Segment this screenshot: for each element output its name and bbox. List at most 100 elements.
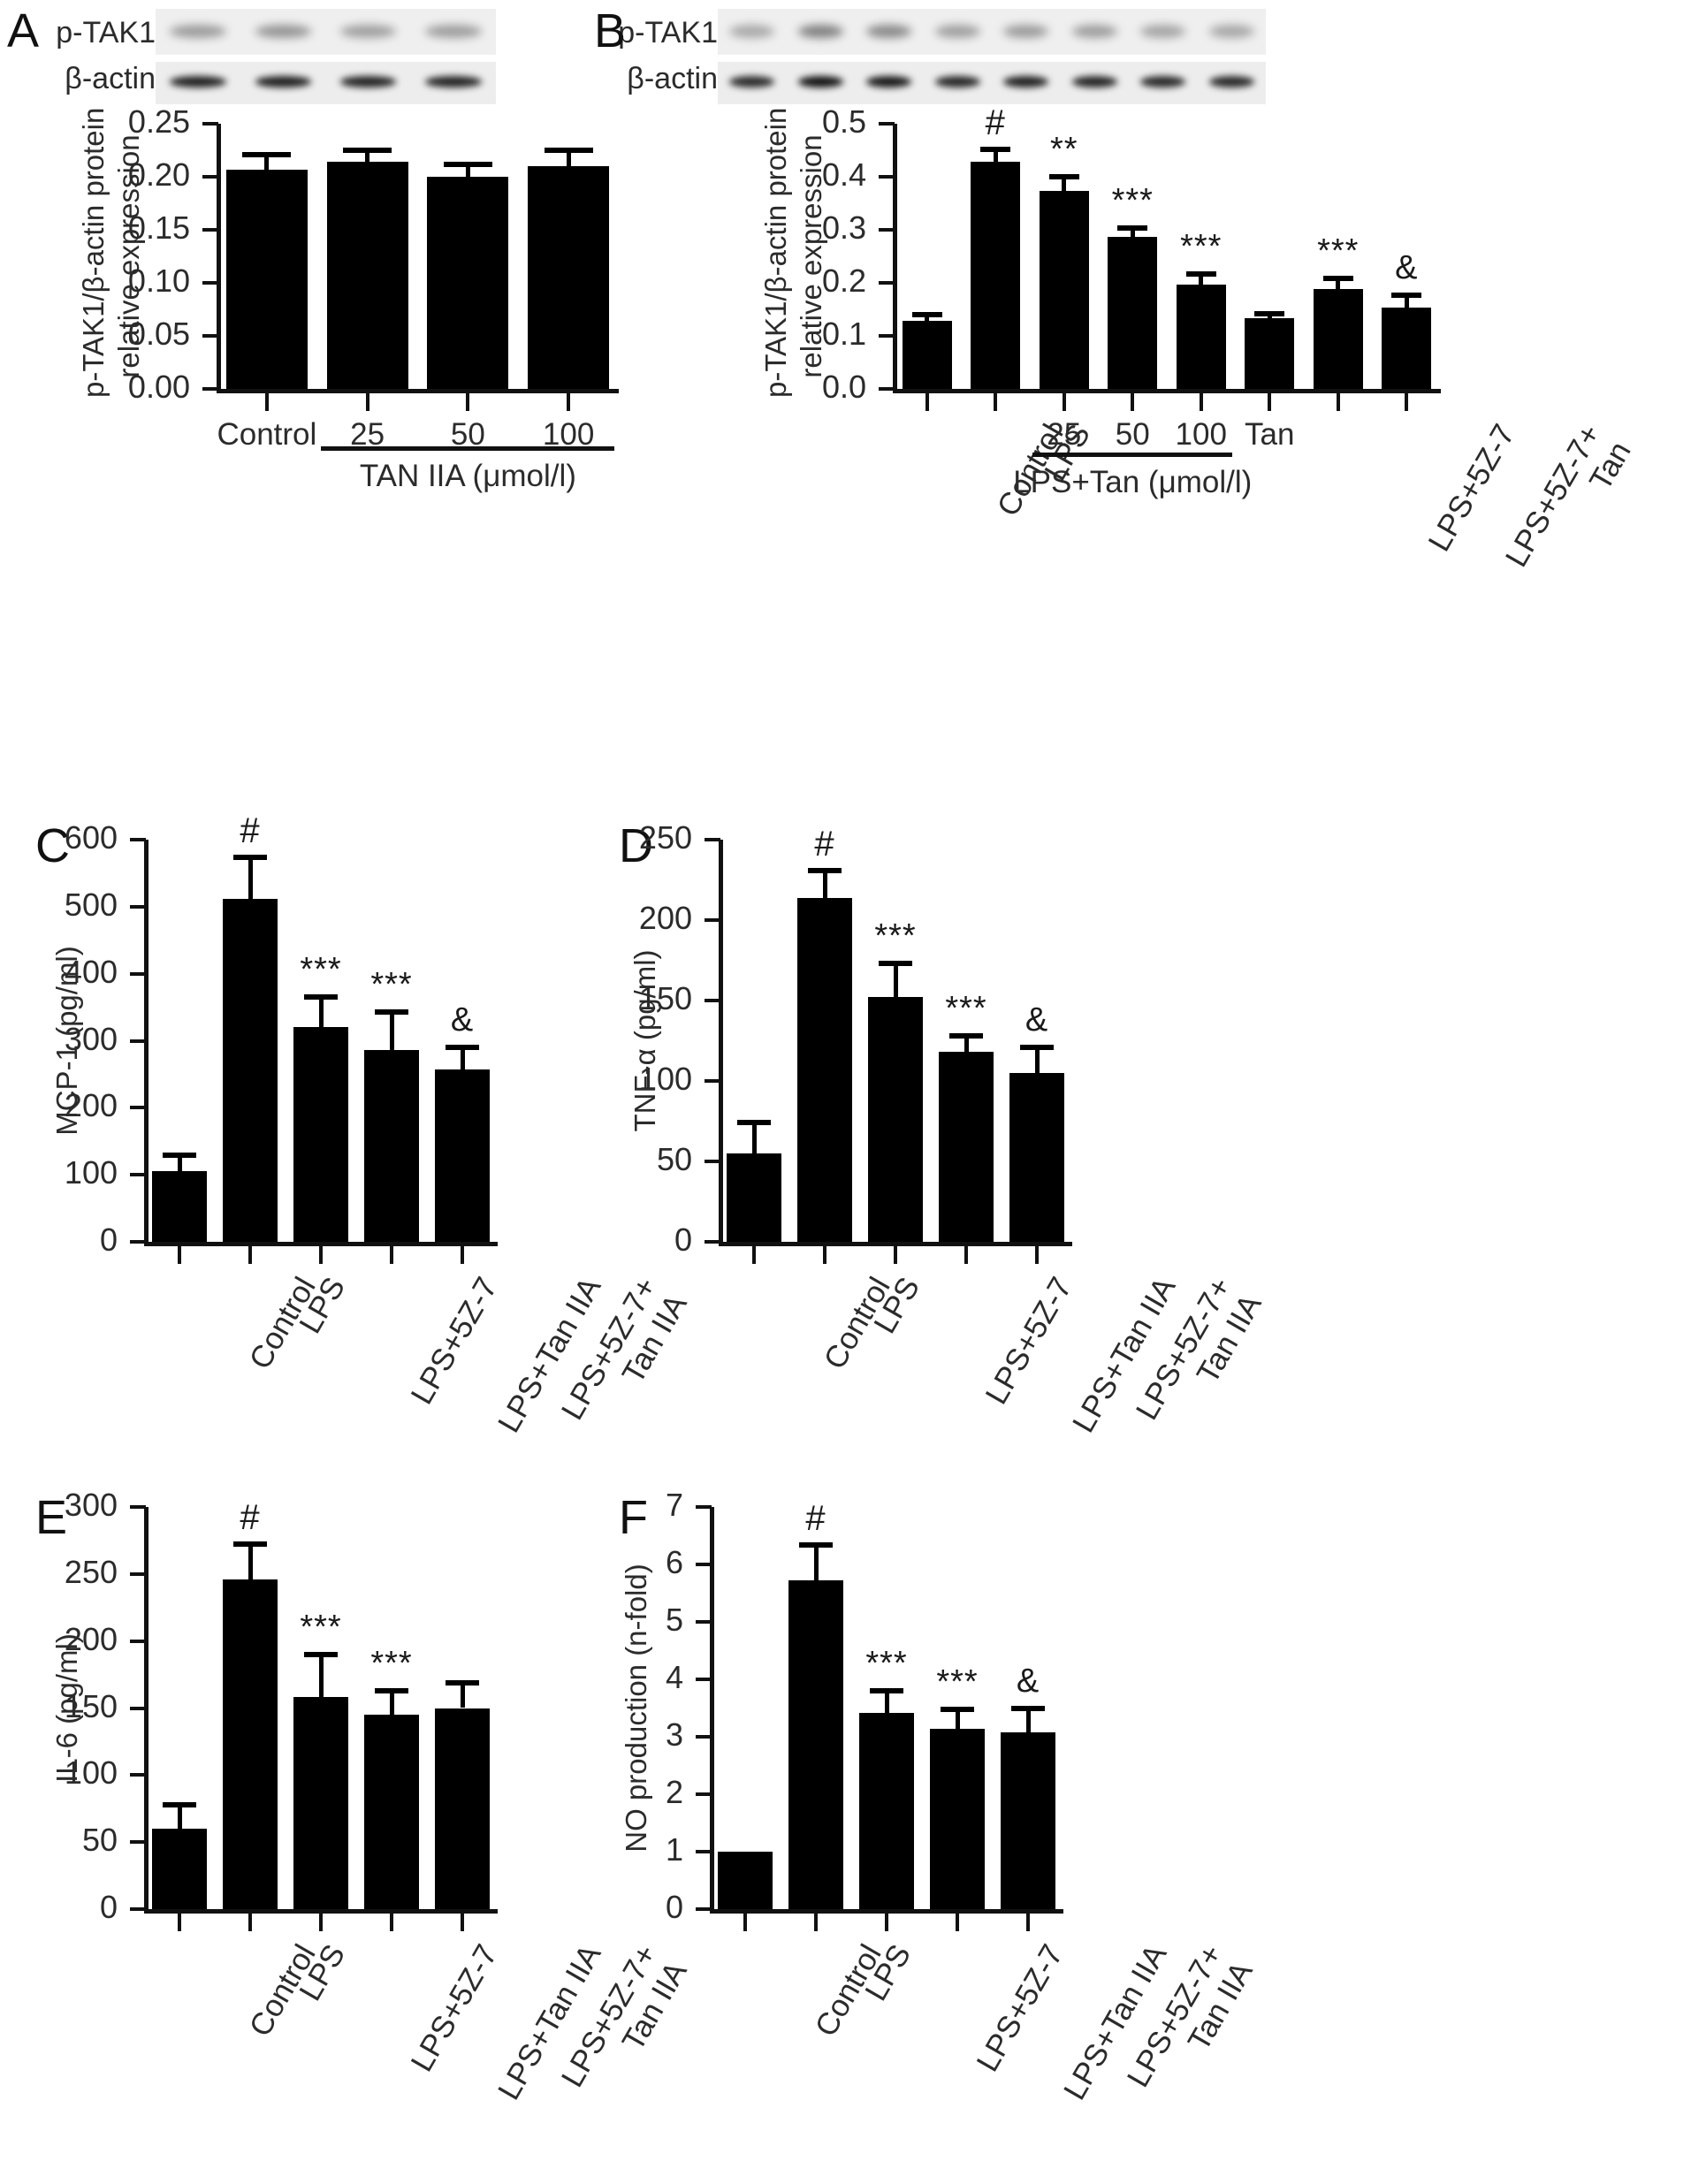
panel-c-x-tick	[461, 1246, 464, 1264]
panel-f-bar	[718, 1852, 773, 1909]
panel-b-significance-marker: ***	[1317, 232, 1360, 270]
panel-e-significance-marker: ***	[370, 1644, 413, 1682]
panel-a-x-axis-line	[217, 389, 619, 393]
blot-band	[729, 76, 775, 88]
panel-a-error-bar	[264, 154, 270, 170]
blot-band	[1071, 24, 1117, 39]
panel-d-x-label: LPS+5Z-7	[979, 1272, 1079, 1411]
panel-c-x-axis-line	[144, 1242, 498, 1246]
panel-b-y-tick	[879, 122, 895, 126]
panel-b-bar	[902, 320, 952, 389]
panel-f-y-tick	[696, 1907, 712, 1911]
panel-a-blot-label-bactin: β-actin	[65, 62, 156, 95]
panel-b-significance-marker: ***	[1111, 181, 1154, 219]
panel-d-significance-marker: #	[814, 824, 835, 864]
panel-b-y-tick	[879, 175, 895, 179]
panel-a-error-cap	[242, 151, 292, 157]
panel-a-y-tick-label: 0.05	[127, 316, 190, 352]
panel-c-y-axis-line	[144, 840, 149, 1242]
panel-e-y-tick	[130, 1706, 146, 1710]
panel-letter-b-top: B	[594, 4, 627, 57]
panel-c-bar	[364, 1050, 419, 1242]
panel-e-y-tick-label: 50	[81, 1822, 118, 1859]
panel-b-error-cap	[1391, 293, 1422, 299]
panel-e-error-cap	[304, 1651, 338, 1657]
panel-letter-e: E	[35, 1491, 68, 1544]
panel-a-error-cap	[544, 148, 593, 153]
panel-e-error-cap	[446, 1679, 479, 1686]
panel-a-bar	[528, 166, 610, 389]
panel-b-blot-strip-ptak1	[718, 9, 1266, 55]
panel-e-y-tick	[130, 1639, 146, 1643]
panel-f-y-axis-title: NO production (n-fold)	[620, 1564, 652, 1853]
panel-f-bar	[930, 1728, 985, 1909]
panel-c-y-tick-label: 300	[64, 1020, 118, 1057]
panel-f-significance-marker: ***	[865, 1645, 908, 1682]
panel-letter-c: C	[35, 819, 70, 872]
panel-a-error-cap	[343, 148, 392, 153]
panel-e-y-axis-title: IL-6 (pg/ml)	[50, 1633, 83, 1783]
panel-c-y-tick	[130, 1039, 146, 1043]
panel-d-y-tick	[705, 1240, 720, 1244]
blot-background	[156, 9, 496, 55]
blot-background	[718, 9, 1266, 55]
panel-f-bar	[1001, 1732, 1055, 1909]
panel-b-y-tick	[879, 281, 895, 285]
panel-e-y-tick	[130, 1840, 146, 1845]
panel-a-y-axis-title-line2: relative expression	[112, 134, 145, 378]
blot-band	[729, 24, 775, 39]
panel-a-blot-label-ptak1: p-TAK1	[56, 16, 156, 49]
panel-e-y-tick-label: 0	[99, 1889, 118, 1925]
panel-d-y-tick	[705, 999, 720, 1002]
panel-c-error-bar	[248, 856, 253, 899]
panel-c-error-cap	[163, 1153, 196, 1159]
blot-band	[1003, 76, 1049, 88]
panel-c-y-tick	[130, 1106, 146, 1110]
panel-e-error-cap	[163, 1801, 196, 1807]
panel-a-error-bar	[566, 150, 571, 166]
panel-b-error-cap	[980, 147, 1011, 153]
panel-c-x-tick	[319, 1246, 323, 1264]
panel-c-bar	[435, 1069, 490, 1242]
panel-d-y-tick-label: 150	[638, 980, 692, 1016]
panel-f-x-tick	[956, 1914, 959, 1931]
panel-f-y-tick-label: 7	[665, 1487, 683, 1523]
panel-a-y-tick-label: 0.15	[127, 209, 190, 246]
panel-f-x-tick	[743, 1914, 747, 1931]
blot-band	[255, 76, 312, 88]
panel-b-bar	[1176, 284, 1226, 389]
panel-e-bar	[435, 1708, 490, 1909]
panel-d-y-tick	[705, 1160, 720, 1163]
panel-b-x-tick	[1336, 393, 1340, 411]
panel-c-bar	[152, 1171, 207, 1242]
panel-a-x-tick	[466, 393, 470, 411]
panel-c-bar	[223, 898, 278, 1242]
blot-band	[339, 76, 397, 88]
panel-e-bar	[364, 1715, 419, 1909]
blot-band	[339, 24, 397, 39]
blot-band	[1208, 76, 1254, 88]
panel-c-significance-marker: #	[240, 810, 261, 850]
panel-c-y-tick-label: 500	[64, 886, 118, 923]
panel-e-y-tick	[130, 1505, 146, 1509]
panel-a-y-tick	[202, 281, 218, 285]
panel-b-error-bar	[1404, 295, 1409, 308]
panel-b-x-tick	[1405, 393, 1409, 411]
panel-d-error-cap	[808, 867, 842, 873]
blot-band	[1003, 24, 1049, 39]
panel-c-y-tick	[130, 838, 146, 841]
panel-d-bar	[939, 1052, 994, 1242]
panel-b-error-cap	[911, 312, 942, 317]
panel-c-error-cap	[304, 994, 338, 1001]
panel-f-y-tick-label: 4	[665, 1659, 683, 1695]
panel-c-y-tick	[130, 904, 146, 909]
panel-a-y-axis-title-line1: p-TAK1/β-actin protein	[77, 107, 110, 398]
panel-f-error-bar	[1025, 1708, 1031, 1733]
panel-b-bar	[971, 161, 1021, 389]
panel-d-error-bar	[893, 963, 898, 998]
panel-b-group-label: LPS+Tan (μmol/l)	[1013, 465, 1253, 499]
panel-f-x-tick	[1026, 1914, 1030, 1931]
blot-band	[425, 76, 482, 88]
panel-f-y-tick	[696, 1735, 712, 1739]
panel-b-blot-label-bactin: β-actin	[627, 62, 718, 95]
